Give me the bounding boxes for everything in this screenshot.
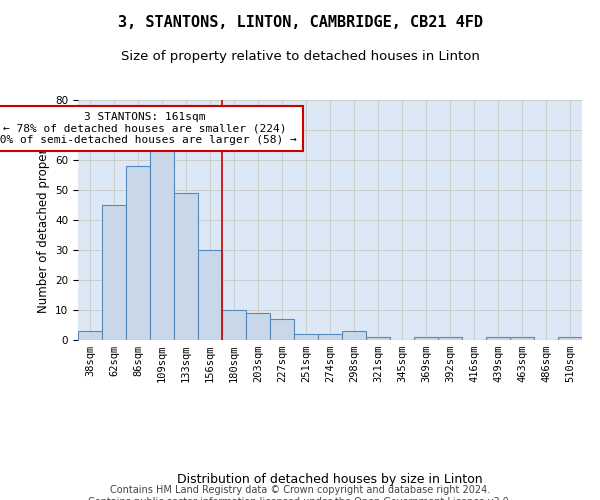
Bar xyxy=(414,337,438,340)
Bar xyxy=(438,337,462,340)
Y-axis label: Number of detached properties: Number of detached properties xyxy=(37,127,50,313)
Bar xyxy=(198,250,222,340)
Text: 3 STANTONS: 161sqm
← 78% of detached houses are smaller (224)
20% of semi-detach: 3 STANTONS: 161sqm ← 78% of detached hou… xyxy=(0,112,297,145)
Text: Contains HM Land Registry data © Crown copyright and database right 2024.
Contai: Contains HM Land Registry data © Crown c… xyxy=(88,485,512,500)
Bar xyxy=(222,310,246,340)
Bar xyxy=(294,334,318,340)
Bar xyxy=(270,319,294,340)
Bar xyxy=(510,337,534,340)
Text: Size of property relative to detached houses in Linton: Size of property relative to detached ho… xyxy=(121,50,479,63)
Bar xyxy=(246,313,270,340)
Bar xyxy=(126,166,150,340)
Bar xyxy=(174,193,198,340)
Bar xyxy=(150,142,174,340)
Bar xyxy=(558,337,582,340)
Bar xyxy=(366,337,390,340)
Bar xyxy=(342,331,366,340)
Bar xyxy=(318,334,342,340)
Bar xyxy=(486,337,510,340)
Text: 3, STANTONS, LINTON, CAMBRIDGE, CB21 4FD: 3, STANTONS, LINTON, CAMBRIDGE, CB21 4FD xyxy=(118,15,482,30)
Text: Distribution of detached houses by size in Linton: Distribution of detached houses by size … xyxy=(177,472,483,486)
Bar xyxy=(102,205,126,340)
Bar xyxy=(78,331,102,340)
